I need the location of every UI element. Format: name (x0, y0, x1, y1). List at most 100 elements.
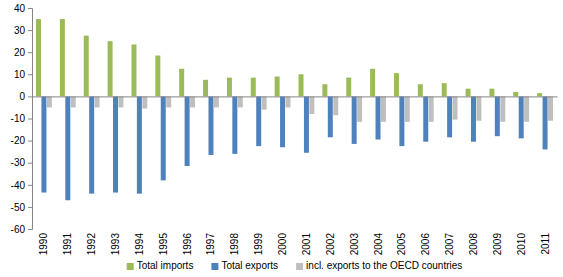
y-tick: -20 (11, 135, 32, 146)
bar (65, 96, 70, 200)
x-tick-label: 1994 (134, 233, 145, 256)
bar (214, 96, 219, 107)
y-tick-label: 30 (14, 25, 26, 36)
y-tick: -40 (11, 180, 32, 191)
bar (352, 96, 357, 144)
y-tick-label: 10 (14, 69, 26, 80)
bar (285, 96, 290, 107)
legend-label: Total imports (137, 260, 194, 271)
x-tick: 1998 (229, 233, 240, 256)
bar (161, 96, 166, 180)
y-tick-mark (28, 52, 32, 53)
x-tick-label: 2005 (396, 233, 407, 256)
y-tick-label: 20 (14, 47, 26, 58)
y-tick: -10 (11, 113, 32, 124)
bar (466, 89, 471, 97)
bar (394, 73, 399, 96)
y-tick-label: -10 (11, 113, 26, 124)
x-tick-label: 1992 (86, 233, 97, 256)
bar (309, 96, 314, 114)
plot: -60-50-40-30-20-100102030401990199119921… (11, 3, 558, 256)
bar (476, 96, 481, 120)
bar (232, 96, 237, 153)
x-tick: 2000 (277, 233, 288, 256)
x-tick-label: 1996 (182, 233, 193, 256)
y-tick: 30 (14, 25, 32, 36)
x-tick-label: 1993 (110, 233, 121, 256)
y-tick: -50 (11, 202, 32, 213)
x-axis: 1990 1991 1992 1993 1994 1995 1996 1997 1998 1999… (38, 233, 550, 256)
x-tick: 2005 (396, 233, 407, 256)
y-tick-label: 40 (14, 3, 26, 14)
bar (36, 19, 41, 96)
y-tick-mark (28, 229, 32, 230)
bar (280, 96, 285, 147)
x-tick: 1990 (38, 233, 49, 256)
bar (381, 96, 386, 121)
bar (304, 96, 309, 152)
x-tick: 1994 (134, 233, 145, 256)
x-tick: 1995 (158, 233, 169, 256)
x-tick: 2010 (516, 233, 527, 256)
bar (376, 96, 381, 139)
x-tick: 2004 (373, 233, 384, 256)
x-tick-label: 2004 (373, 233, 384, 256)
x-tick-label: 2001 (301, 233, 312, 256)
bar (262, 96, 267, 109)
x-tick-label: 1999 (253, 233, 264, 256)
x-tick-label: 1995 (158, 233, 169, 256)
x-tick-label: 2002 (325, 233, 336, 256)
x-tick-label: 2007 (444, 233, 455, 256)
bar (299, 74, 304, 96)
x-tick-label: 2006 (420, 233, 431, 256)
bar (113, 96, 118, 192)
x-tick: 2007 (444, 233, 455, 256)
legend: Total importsTotal exportsincl. exports … (127, 260, 463, 271)
y-tick-label: -30 (11, 157, 26, 168)
y-tick: 20 (14, 47, 32, 58)
bar (328, 96, 333, 137)
y-tick-label: -40 (11, 180, 26, 191)
bar (47, 96, 52, 107)
x-tick: 1993 (110, 233, 121, 256)
bar (537, 93, 542, 96)
bar (357, 96, 362, 121)
x-tick-label: 1997 (205, 233, 216, 256)
bar (322, 84, 327, 96)
y-tick: 0 (19, 91, 32, 102)
bar (399, 96, 404, 146)
y-tick-mark (28, 74, 32, 75)
y-tick-label: -60 (11, 224, 26, 235)
bar (251, 78, 256, 97)
x-tick-label: 2000 (277, 233, 288, 256)
bar (166, 96, 171, 107)
x-tick-label: 1990 (38, 233, 49, 256)
bar (60, 19, 65, 96)
bar (190, 96, 195, 107)
bar (179, 69, 184, 97)
bar (543, 96, 548, 149)
y-tick-mark (28, 30, 32, 31)
bar (208, 96, 213, 155)
y-tick-mark (28, 96, 32, 97)
y-tick-mark (28, 207, 32, 208)
bar (447, 96, 452, 137)
bar (370, 69, 375, 97)
x-tick-label: 2010 (516, 233, 527, 256)
legend-item: Total imports (127, 260, 194, 271)
y-axis: -60 -50 -40 -30 -20 -10 0 10 20 30 40 (11, 3, 33, 235)
y-tick-label: -20 (11, 135, 26, 146)
bar-series (36, 19, 542, 96)
bar (142, 96, 147, 108)
bar (131, 44, 136, 96)
bar-series (47, 96, 553, 121)
bar (155, 56, 160, 97)
y-tick-mark (28, 8, 32, 9)
bar (524, 96, 529, 121)
x-tick: 1997 (205, 233, 216, 256)
bar (71, 96, 76, 107)
x-tick-label: 2011 (540, 233, 551, 255)
bar (548, 96, 553, 120)
x-tick: 1991 (62, 233, 73, 256)
y-tick-label: 0 (19, 91, 25, 102)
